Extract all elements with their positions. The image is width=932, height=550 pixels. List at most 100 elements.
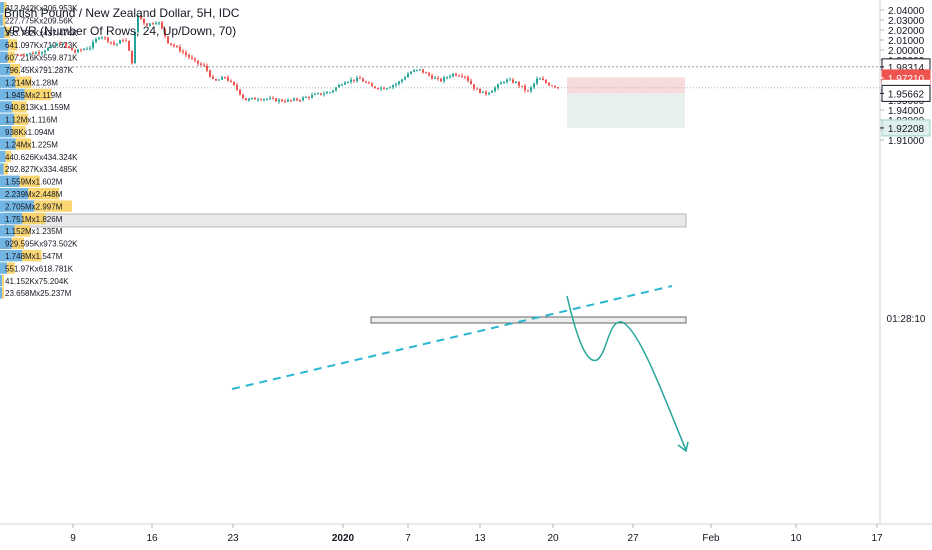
x-tick-label: 7 xyxy=(405,533,411,544)
candle-body xyxy=(224,76,226,78)
price-tag-label: 1.97210 xyxy=(888,74,925,85)
vp-down-bar xyxy=(8,39,18,51)
y-tick-label: 2.01000 xyxy=(888,36,925,47)
candle-body xyxy=(56,43,58,46)
y-tick-label: 1.94000 xyxy=(888,106,925,117)
candle-body xyxy=(293,98,295,101)
candle-body xyxy=(440,78,442,82)
vp-row-label: 551.97Kx618.781K xyxy=(5,264,74,273)
vp-down-bar xyxy=(15,138,32,150)
vp-row-label: 940.813Kx1.159M xyxy=(5,103,70,112)
candle-body xyxy=(332,90,334,93)
vp-up-bar xyxy=(0,64,11,76)
candle-body xyxy=(269,98,271,100)
candle-body xyxy=(104,37,106,39)
candle-body xyxy=(371,83,373,87)
candle-body xyxy=(158,22,160,24)
vp-up-bar xyxy=(0,163,4,175)
candle-body xyxy=(263,98,265,100)
candle-body xyxy=(527,90,529,92)
candle-body xyxy=(392,85,394,88)
candle-body xyxy=(497,84,499,88)
candle-body xyxy=(254,97,256,100)
price-tag-box xyxy=(882,310,930,326)
candle-body xyxy=(233,81,235,86)
candle-body xyxy=(194,58,196,61)
candle-body xyxy=(215,78,217,81)
candle-body xyxy=(305,97,307,99)
candle-body xyxy=(176,46,178,48)
candle-body xyxy=(380,87,382,89)
candle-body xyxy=(365,81,367,83)
candle-body xyxy=(554,85,556,88)
vp-down-bar xyxy=(11,237,25,249)
candle-body xyxy=(44,50,46,53)
vp-up-bar xyxy=(0,39,9,51)
vp-row-label: 440.626Kx434.324K xyxy=(5,153,78,162)
vp-up-bar xyxy=(0,113,15,125)
candle-body xyxy=(212,76,214,79)
vp-up-bar xyxy=(0,250,23,262)
candle-body xyxy=(539,78,541,80)
vp-down-bar xyxy=(2,287,4,299)
candle-body xyxy=(344,82,346,85)
candle-body xyxy=(20,55,22,57)
candle-body xyxy=(110,41,112,43)
vp-row-label: 929.595Kx973.502K xyxy=(5,240,78,249)
candle-body xyxy=(542,78,544,81)
x-tick-label: 23 xyxy=(227,533,239,544)
vp-up-bar xyxy=(0,225,15,237)
candle-body xyxy=(410,71,412,74)
vp-down-bar xyxy=(11,101,27,113)
candle-body xyxy=(290,99,292,101)
vp-row-label: 1.24Mx1.225M xyxy=(5,140,58,149)
candle-body xyxy=(488,92,490,95)
candle-body xyxy=(347,81,349,83)
vp-row-label: 938Kx1.094M xyxy=(5,128,55,137)
vp-down-bar xyxy=(22,212,46,225)
candle-body xyxy=(416,69,418,71)
candle-body xyxy=(545,80,547,83)
vp-row-label: 1.152Mx1.235M xyxy=(5,227,63,236)
candle-body xyxy=(185,52,187,55)
candle-body xyxy=(92,41,94,48)
candle-body xyxy=(173,44,175,47)
candle-body xyxy=(170,43,172,45)
candle-body xyxy=(446,77,448,79)
vp-up-bar xyxy=(0,51,8,63)
y-tick-label: 2.04000 xyxy=(888,6,925,17)
vp-row-label: 2.239Mx2.448M xyxy=(5,190,63,199)
candle-body xyxy=(362,78,364,82)
candle-body xyxy=(89,47,91,49)
candle-body xyxy=(179,46,181,52)
vp-down-bar xyxy=(2,14,6,26)
vp-up-bar xyxy=(0,287,2,299)
trendline xyxy=(231,285,673,390)
candle-body xyxy=(275,98,277,102)
candle-body xyxy=(98,37,100,40)
candle-body xyxy=(65,43,67,47)
vp-up-bar xyxy=(0,212,23,225)
candle-body xyxy=(482,91,484,93)
vp-down-bar xyxy=(10,64,21,76)
candle-body xyxy=(143,18,145,24)
vp-up-bar xyxy=(0,150,6,163)
candle-body xyxy=(26,54,28,56)
candle-body xyxy=(335,87,337,91)
vp-row-label: 353.782Kx437.474K xyxy=(5,29,78,38)
price-tag-label: 1.95662 xyxy=(888,89,925,100)
vp-down-bar xyxy=(11,126,26,138)
candle-body xyxy=(437,77,439,79)
candle-body xyxy=(458,75,460,77)
vp-row-label: 41.152Kx75.204K xyxy=(5,277,69,286)
vp-up-bar xyxy=(0,126,12,138)
candle-body xyxy=(245,98,247,101)
candle-body xyxy=(413,70,415,72)
candle-body xyxy=(302,97,304,101)
candle-body xyxy=(128,40,130,51)
candle-body xyxy=(278,99,280,102)
candle-body xyxy=(242,94,244,99)
vp-down-bar xyxy=(3,163,8,175)
candle-body xyxy=(494,87,496,92)
